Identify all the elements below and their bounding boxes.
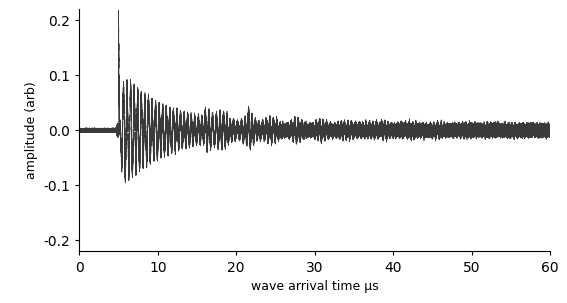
X-axis label: wave arrival time μs: wave arrival time μs [251,280,379,293]
Y-axis label: amplitude (arb): amplitude (arb) [25,82,38,179]
